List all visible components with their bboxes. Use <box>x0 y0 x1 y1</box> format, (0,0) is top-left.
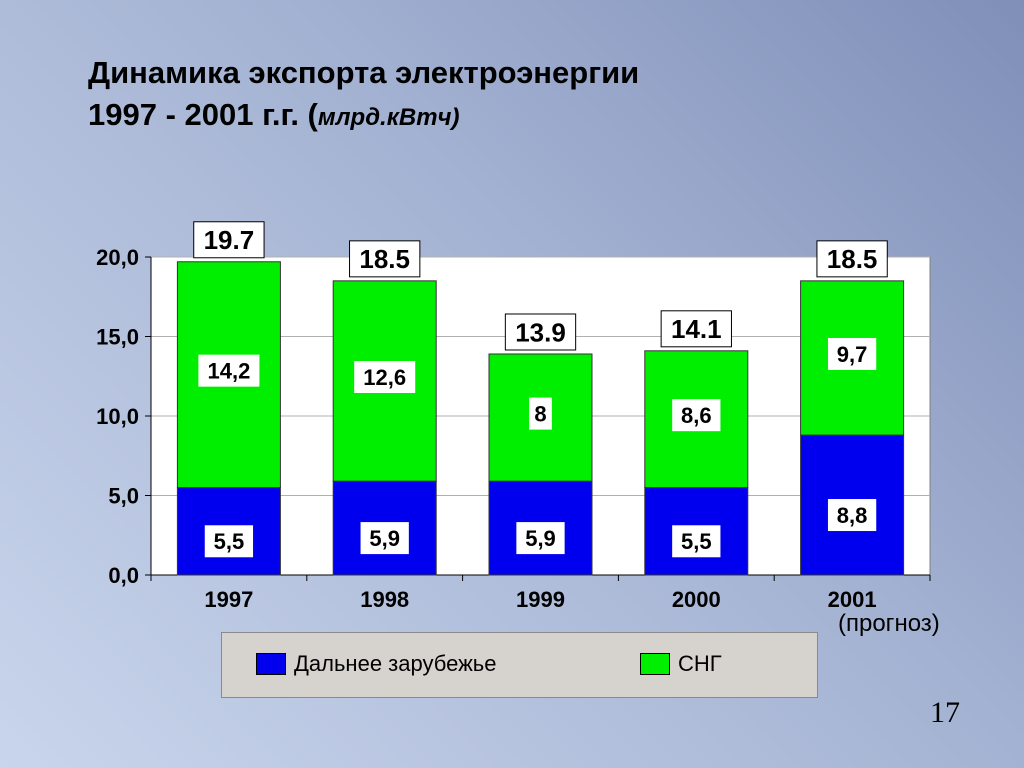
data-label-far-abroad: 8,8 <box>837 503 868 528</box>
data-label-cis: 9,7 <box>837 342 868 367</box>
legend-label-cis: СНГ <box>678 651 722 676</box>
total-label: 18.5 <box>359 244 410 274</box>
page-number: 17 <box>930 696 960 729</box>
title-line-1: Динамика экспорта электроэнергии <box>88 55 640 90</box>
data-label-far-abroad-box <box>516 522 565 555</box>
legend-item-far-abroad: Дальнее зарубежье <box>256 649 496 679</box>
data-label-far-abroad-box <box>360 522 409 555</box>
data-label-cis: 8 <box>534 402 546 427</box>
legend-swatch-far-abroad <box>256 653 286 675</box>
data-label-far-abroad: 5,9 <box>369 526 400 551</box>
total-label: 19.7 <box>204 225 255 255</box>
total-label-box <box>660 310 732 348</box>
x-tick-label: 2000 <box>672 587 721 612</box>
total-label-box <box>193 221 265 259</box>
title-line-2: 1997 - 2001 г.г. ( <box>88 97 318 132</box>
legend-label-far-abroad: Дальнее зарубежье <box>294 651 497 676</box>
data-label-far-abroad: 5,5 <box>681 529 712 554</box>
slide-title: Динамика экспорта электроэнергии 1997 - … <box>88 52 639 139</box>
data-label-cis-box <box>672 399 721 432</box>
total-label-box <box>816 240 888 278</box>
data-label-cis-box <box>354 361 416 394</box>
x-tick-label: 1998 <box>360 587 409 612</box>
forecast-note: (прогноз) <box>838 610 940 637</box>
y-tick-label: 0,0 <box>108 563 139 588</box>
data-label-far-abroad-box <box>672 525 721 558</box>
data-label-far-abroad: 5,5 <box>214 529 245 554</box>
data-label-cis-box <box>198 354 260 387</box>
data-label-cis: 14,2 <box>207 359 250 384</box>
x-tick-label: 1997 <box>204 587 253 612</box>
legend-item-cis: СНГ <box>640 649 722 679</box>
data-label-far-abroad: 5,9 <box>525 526 556 551</box>
y-tick-label: 5,0 <box>108 484 139 509</box>
data-label-far-abroad-box <box>827 499 877 532</box>
total-label-box <box>504 313 577 351</box>
legend-swatch-cis <box>640 653 670 675</box>
data-label-far-abroad-box <box>204 525 254 558</box>
title-unit: млрд.кВтч) <box>317 104 460 131</box>
data-label-cis: 12,6 <box>363 365 406 390</box>
x-tick-label: 1999 <box>516 587 565 612</box>
y-tick-label: 20,0 <box>96 245 139 270</box>
data-label-cis-box <box>529 397 552 430</box>
y-tick-label: 10,0 <box>96 404 139 429</box>
y-tick-label: 15,0 <box>96 325 139 350</box>
chart-legend: Дальнее зарубежье СНГ <box>221 632 818 698</box>
data-label-cis: 8,6 <box>681 403 712 428</box>
total-label-box <box>349 240 421 278</box>
total-label: 13.9 <box>515 317 566 347</box>
x-tick-label: 2001 <box>828 587 877 612</box>
data-label-cis-box <box>827 337 877 370</box>
total-label: 18.5 <box>827 244 878 274</box>
total-label: 14.1 <box>671 314 722 344</box>
